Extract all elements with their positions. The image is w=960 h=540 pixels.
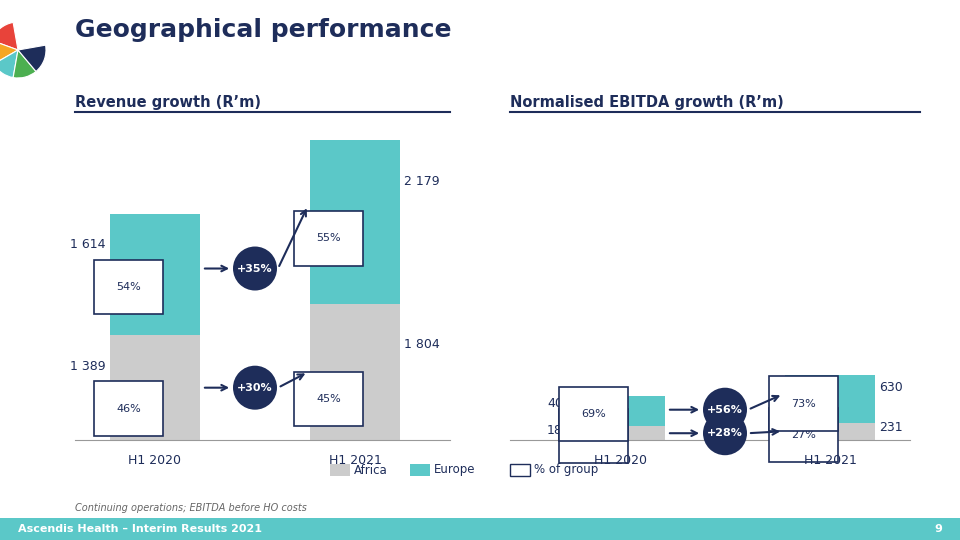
Text: % of group: % of group (534, 463, 598, 476)
Wedge shape (0, 23, 18, 50)
Bar (575, 427, 665, 440)
Text: H1 2020: H1 2020 (129, 454, 181, 467)
Bar (310, 304, 400, 440)
Text: 1 804: 1 804 (404, 339, 440, 352)
Text: 2 179: 2 179 (404, 174, 440, 187)
Text: +30%: +30% (237, 383, 273, 393)
Text: H1 2020: H1 2020 (593, 454, 646, 467)
Text: 45%: 45% (316, 394, 341, 404)
Text: 27%: 27% (791, 430, 816, 440)
Text: 180: 180 (547, 424, 571, 437)
Bar (785, 423, 875, 440)
Circle shape (233, 247, 277, 291)
Bar (575, 396, 665, 427)
Wedge shape (13, 50, 36, 78)
Circle shape (703, 388, 747, 431)
Bar (785, 375, 875, 423)
Text: +28%: +28% (708, 428, 743, 438)
Text: Geographical performance: Geographical performance (75, 18, 451, 42)
Circle shape (703, 411, 747, 455)
Circle shape (233, 366, 277, 410)
Text: 54%: 54% (116, 282, 141, 292)
Text: +56%: +56% (708, 404, 743, 415)
Text: Continuing operations; EBITDA before HO costs: Continuing operations; EBITDA before HO … (75, 503, 307, 513)
Wedge shape (0, 50, 18, 78)
Bar (110, 214, 200, 335)
Text: 69%: 69% (581, 409, 606, 419)
Text: 630: 630 (879, 381, 902, 394)
Text: 31%: 31% (581, 431, 606, 441)
Text: 404: 404 (547, 397, 571, 410)
Text: Africa: Africa (354, 463, 388, 476)
Text: 46%: 46% (116, 403, 141, 414)
Text: Ascendis Health – Interim Results 2021: Ascendis Health – Interim Results 2021 (18, 524, 262, 534)
Bar (110, 335, 200, 440)
Text: Normalised EBITDA growth (R’m): Normalised EBITDA growth (R’m) (510, 95, 783, 110)
Text: 9: 9 (934, 524, 942, 534)
Bar (0, 518, 960, 540)
Text: 231: 231 (879, 421, 902, 434)
Wedge shape (18, 45, 46, 71)
Text: H1 2021: H1 2021 (328, 454, 381, 467)
Text: +35%: +35% (237, 264, 273, 274)
Wedge shape (0, 40, 18, 64)
Text: Europe: Europe (434, 463, 475, 476)
Text: Revenue growth (R’m): Revenue growth (R’m) (75, 95, 261, 110)
Bar (330, 464, 350, 476)
Bar (410, 464, 430, 476)
Text: 1 614: 1 614 (70, 238, 106, 251)
Text: 1 389: 1 389 (70, 360, 106, 373)
Bar (510, 464, 530, 476)
Text: H1 2021: H1 2021 (804, 454, 856, 467)
Text: 73%: 73% (791, 399, 816, 409)
Text: 55%: 55% (316, 233, 341, 244)
Bar (310, 140, 400, 304)
